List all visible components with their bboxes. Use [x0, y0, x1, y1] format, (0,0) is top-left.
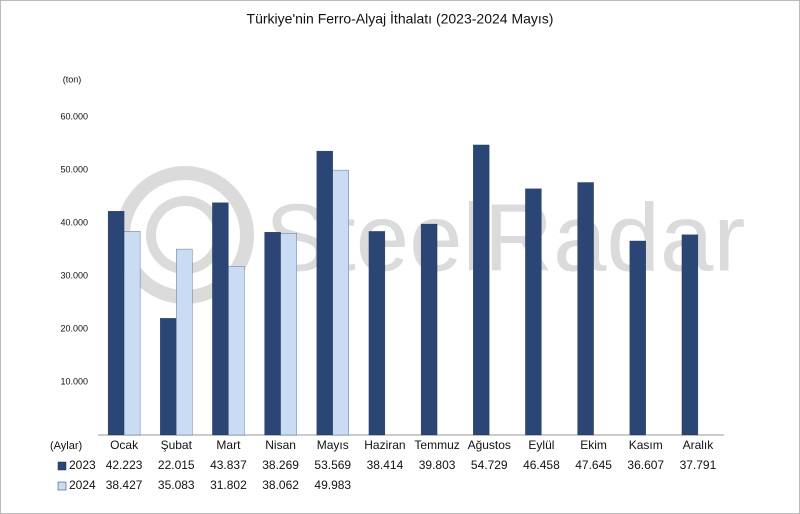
table-value: 36.607 [627, 458, 664, 472]
table-value: 31.802 [210, 478, 247, 492]
x-tick-label: Nisan [265, 438, 296, 452]
y-tick-label: 40.000 [60, 217, 88, 227]
table-value: 22.015 [158, 458, 195, 472]
x-tick-label: Temmuz [414, 438, 459, 452]
y-tick-label: 30.000 [60, 270, 88, 280]
bar [107, 211, 125, 436]
x-tick-label: Kasım [629, 438, 663, 452]
table-value: 46.458 [523, 458, 560, 472]
table-value: 53.569 [314, 458, 351, 472]
x-tick-label: Mart [216, 438, 241, 452]
bar [577, 182, 594, 436]
y-tick-label: 50.000 [60, 164, 88, 174]
bar [368, 231, 386, 436]
table-value: 37.791 [680, 458, 717, 472]
bar [160, 318, 177, 436]
x-tick-label: Ocak [110, 438, 139, 452]
bar [629, 240, 646, 436]
bar [525, 188, 542, 436]
bar [176, 248, 193, 436]
table-value: 38.269 [262, 458, 299, 472]
table-value: 54.729 [471, 458, 508, 472]
table-value: 42.223 [106, 458, 143, 472]
y-tick-label: 20.000 [60, 323, 88, 333]
legend-label: 2023 [69, 458, 96, 472]
x-tick-label: Şubat [161, 438, 193, 452]
x-tick-label: Ekim [580, 438, 607, 452]
y-tick-label: 60.000 [60, 111, 88, 121]
table-value: 49.983 [314, 478, 351, 492]
table-value: 35.083 [158, 478, 195, 492]
table-value: 38.427 [106, 478, 143, 492]
x-tick-label: Haziran [364, 438, 405, 452]
x-tick-label: Aralık [683, 438, 715, 452]
x-tick-label: Mayıs [317, 438, 349, 452]
bar [681, 234, 699, 436]
bar [212, 202, 229, 436]
legend-swatch [57, 481, 67, 491]
bar [332, 169, 349, 436]
bar [264, 232, 281, 436]
y-axis-label: (ton) [63, 74, 82, 84]
bar [280, 233, 297, 436]
legend-label: 2024 [69, 478, 96, 492]
bar [123, 231, 141, 436]
bar [316, 150, 333, 436]
legend-swatch [57, 461, 67, 471]
chart-title: Türkiye'nin Ferro-Alyaj İthalatı (2023-2… [247, 10, 554, 27]
x-axis-label: (Aylar) [50, 440, 82, 452]
bar [420, 223, 438, 436]
table-value: 47.645 [575, 458, 612, 472]
table-value: 39.803 [419, 458, 456, 472]
y-tick-label: 10.000 [60, 376, 88, 386]
table-value: 38.062 [262, 478, 299, 492]
x-tick-label: Eylül [528, 438, 554, 452]
bar [228, 266, 245, 436]
x-tick-label: Ağustos [468, 438, 511, 452]
bar [473, 144, 490, 436]
table-value: 43.837 [210, 458, 247, 472]
table-value: 38.414 [367, 458, 404, 472]
